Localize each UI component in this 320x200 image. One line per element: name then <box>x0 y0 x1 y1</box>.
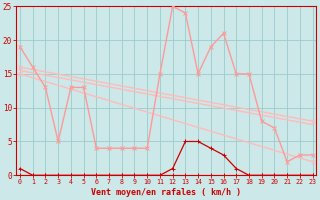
X-axis label: Vent moyen/en rafales ( km/h ): Vent moyen/en rafales ( km/h ) <box>91 188 241 197</box>
